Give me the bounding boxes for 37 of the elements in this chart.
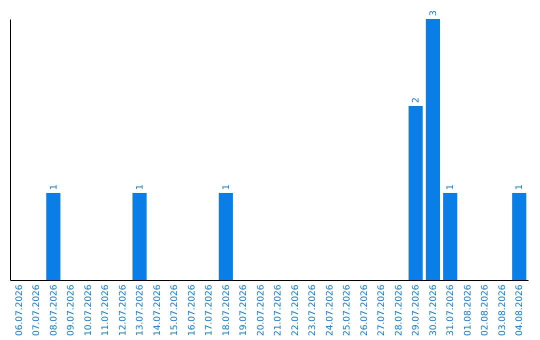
x-tick-label: 18.07.2026 <box>222 284 232 336</box>
x-tick-label: 08.07.2026 <box>49 284 60 336</box>
x-tick-label: 03.08.2026 <box>498 284 508 336</box>
x-tick-label: 02.08.2026 <box>480 284 491 336</box>
x-tick-label: 22.07.2026 <box>290 284 301 336</box>
x-tick-label: 11.07.2026 <box>101 284 112 336</box>
x-tick-label: 04.08.2026 <box>515 284 526 336</box>
x-tick-label: 12.07.2026 <box>118 284 128 336</box>
x-tick-label: 17.07.2026 <box>204 284 215 336</box>
x-tick-label: 01.08.2026 <box>463 284 474 336</box>
x-tick-label: 13.07.2026 <box>136 284 146 336</box>
data-label: 1 <box>446 184 456 190</box>
x-tick-label: 07.07.2026 <box>32 284 42 336</box>
x-tick-label: 06.07.2026 <box>14 284 25 336</box>
data-label: 1 <box>136 184 146 190</box>
data-label: 1 <box>49 184 60 190</box>
x-tick-label: 21.07.2026 <box>274 284 284 336</box>
x-tick-label: 19.07.2026 <box>239 284 250 336</box>
data-label: 2 <box>412 97 422 103</box>
x-tick-label: 24.07.2026 <box>325 284 336 336</box>
x-tick-label: 28.07.2026 <box>394 284 404 336</box>
x-tick-label: 23.07.2026 <box>308 284 318 336</box>
x-tick-label: 15.07.2026 <box>170 284 180 336</box>
data-label: 1 <box>515 184 526 190</box>
x-tick-label: 16.07.2026 <box>187 284 198 336</box>
x-tick-label: 09.07.2026 <box>66 284 77 336</box>
x-tick-label: 31.07.2026 <box>446 284 456 336</box>
x-tick-label: 10.07.2026 <box>84 284 94 336</box>
x-tick-label: 14.07.2026 <box>152 284 163 336</box>
data-label: 1 <box>222 184 232 190</box>
data-label: 3 <box>428 10 439 16</box>
x-tick-label: 26.07.2026 <box>360 284 370 336</box>
x-tick-label: 29.07.2026 <box>412 284 422 336</box>
x-tick-label: 25.07.2026 <box>342 284 353 336</box>
x-tick-label: 27.07.2026 <box>377 284 388 336</box>
x-tick-label: 20.07.2026 <box>256 284 266 336</box>
x-tick-label: 30.07.2026 <box>428 284 439 336</box>
